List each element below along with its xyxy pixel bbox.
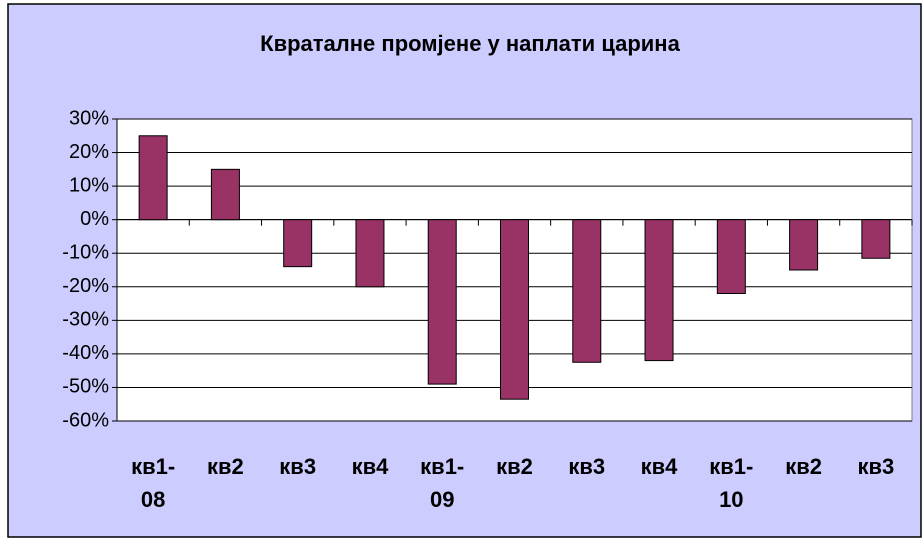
bar xyxy=(427,219,457,385)
y-tick-label: -40% xyxy=(62,342,109,364)
y-tick-label: -30% xyxy=(62,309,109,331)
bar xyxy=(716,219,746,294)
bar xyxy=(138,135,168,221)
x-tick-label: кв2 xyxy=(496,454,533,479)
x-tick-label: кв4 xyxy=(640,454,678,479)
bar xyxy=(500,219,529,400)
y-tick-label: -60% xyxy=(62,409,109,431)
x-tick-label: кв2 xyxy=(207,454,244,479)
x-tick-label: кв3 xyxy=(279,454,317,479)
bar xyxy=(283,219,313,268)
bar xyxy=(861,219,891,259)
chart-title: Квраталне промјене у наплати царина xyxy=(260,31,680,56)
x-tick-label: кв1-10 xyxy=(709,454,754,512)
y-tick-label: 0% xyxy=(80,208,109,230)
y-tick-label: -50% xyxy=(62,376,109,398)
y-tick-label: 20% xyxy=(69,141,109,163)
x-tick-label: кв3 xyxy=(568,454,606,479)
bar xyxy=(572,219,602,363)
y-tick-label: -20% xyxy=(62,275,109,297)
x-tick-label: кв2 xyxy=(785,454,822,479)
x-tick-label: кв3 xyxy=(857,454,895,479)
bar xyxy=(355,219,385,288)
x-tick-label: кв1-09 xyxy=(420,454,465,512)
bar xyxy=(789,219,819,271)
y-tick-label: -10% xyxy=(62,242,109,264)
bar xyxy=(210,168,240,221)
bar xyxy=(644,219,674,362)
y-tick-label: 30% xyxy=(69,107,109,129)
x-tick-label: кв1-08 xyxy=(131,454,176,512)
y-tick-label: 10% xyxy=(69,174,109,196)
x-tick-label: кв4 xyxy=(351,454,389,479)
